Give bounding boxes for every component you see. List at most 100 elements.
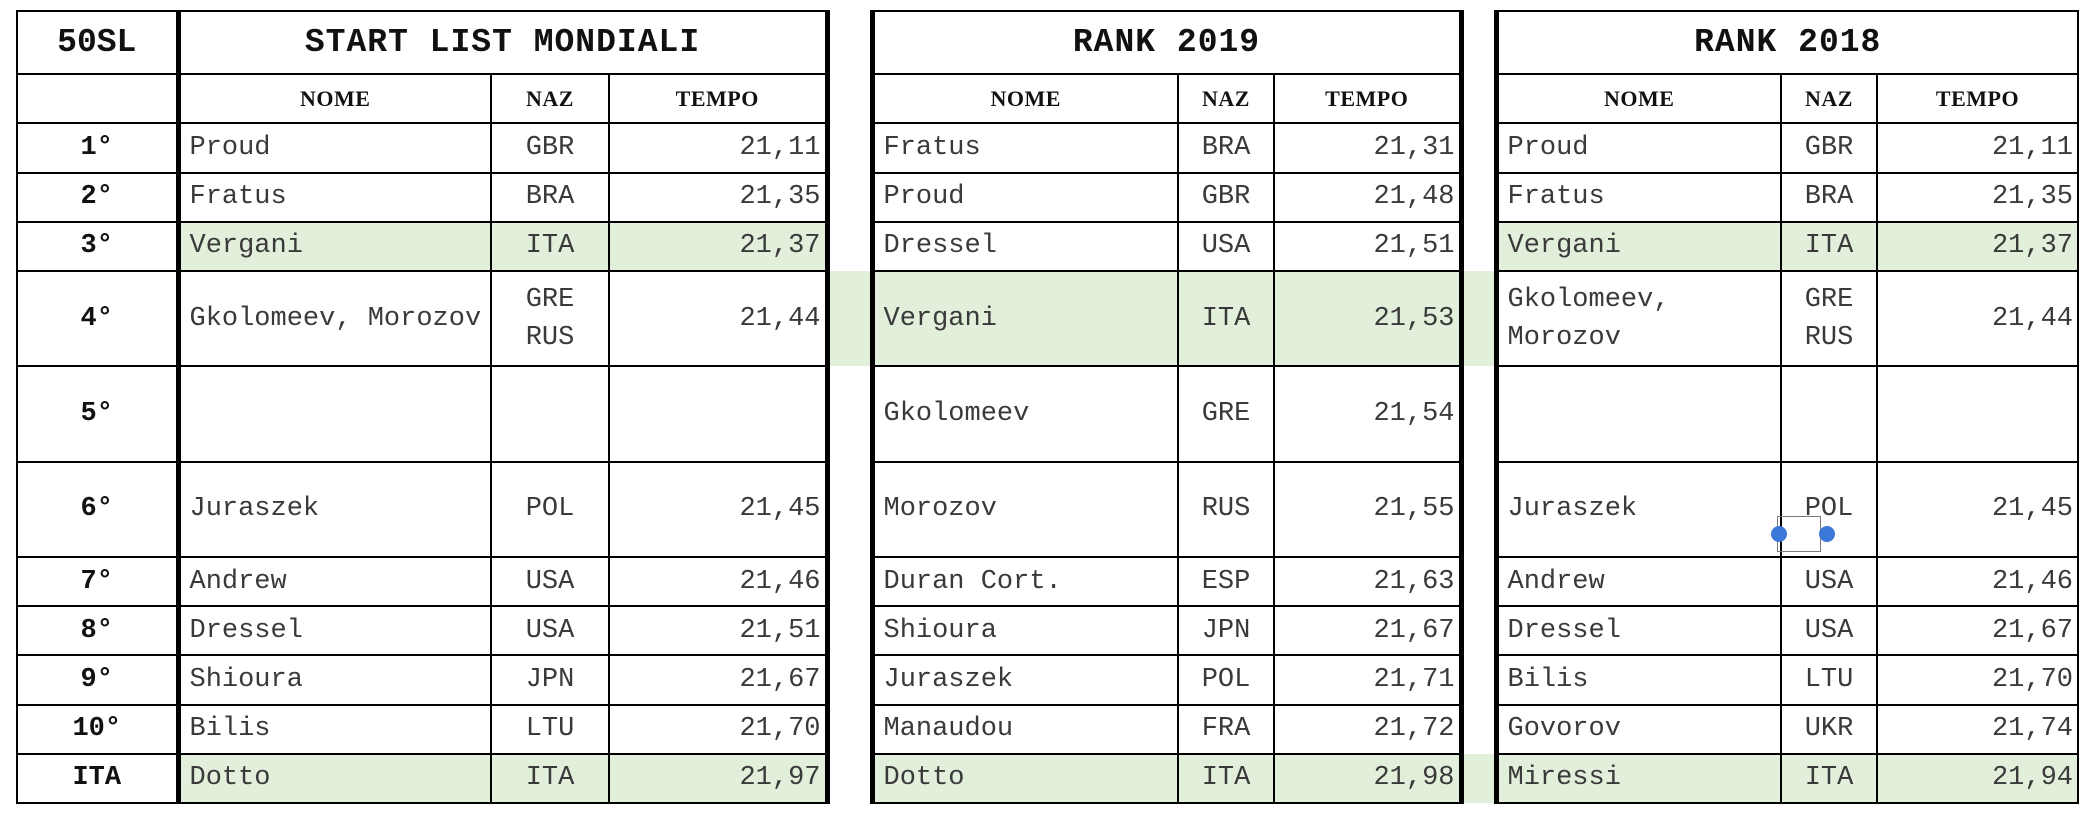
name-cell[interactable]: Gkolomeev, Morozov bbox=[1495, 269, 1782, 368]
time-cell[interactable]: 21,35 bbox=[608, 171, 828, 223]
name-cell[interactable]: Manaudou bbox=[871, 703, 1179, 755]
nation-cell[interactable]: ITA bbox=[1177, 269, 1275, 368]
name-cell[interactable]: Shioura bbox=[177, 654, 492, 706]
nation-cell[interactable]: JPN bbox=[1177, 605, 1275, 657]
time-cell[interactable]: 21,98 bbox=[1273, 752, 1462, 805]
name-cell[interactable]: Morozov bbox=[871, 460, 1179, 559]
name-cell[interactable]: Vergani bbox=[1495, 220, 1782, 272]
time-cell[interactable]: 21,46 bbox=[1876, 555, 2079, 608]
time-cell[interactable]: 21,97 bbox=[608, 752, 828, 805]
name-cell[interactable]: Vergani bbox=[177, 220, 492, 272]
nation-cell[interactable]: ITA bbox=[1780, 752, 1878, 805]
time-cell[interactable]: 21,67 bbox=[1876, 605, 2079, 657]
nation-cell[interactable]: FRA bbox=[1177, 703, 1275, 755]
nation-cell[interactable]: LTU bbox=[1780, 654, 1878, 706]
name-cell[interactable]: Proud bbox=[1495, 122, 1782, 174]
name-cell[interactable]: Bilis bbox=[177, 703, 492, 755]
resize-handle-icon[interactable] bbox=[1771, 526, 1787, 542]
resize-handle-icon[interactable] bbox=[1819, 526, 1835, 542]
time-cell[interactable]: 21,46 bbox=[608, 555, 828, 608]
time-cell[interactable]: 21,48 bbox=[1273, 171, 1462, 223]
name-cell[interactable]: Juraszek bbox=[177, 460, 492, 559]
nation-cell[interactable]: ITA bbox=[1177, 752, 1275, 805]
name-cell[interactable]: Fratus bbox=[177, 171, 492, 223]
name-cell[interactable]: Miressi bbox=[1495, 752, 1782, 805]
time-cell[interactable]: 21,37 bbox=[608, 220, 828, 272]
nation-cell[interactable]: POL bbox=[490, 460, 610, 559]
time-cell[interactable]: 21,51 bbox=[608, 605, 828, 657]
name-cell[interactable]: Andrew bbox=[177, 555, 492, 608]
nation-cell[interactable]: RUS bbox=[1177, 460, 1275, 559]
name-cell[interactable]: Proud bbox=[871, 171, 1179, 223]
name-cell[interactable] bbox=[177, 365, 492, 463]
time-cell[interactable]: 21,44 bbox=[1876, 269, 2079, 368]
name-cell[interactable]: Dressel bbox=[177, 605, 492, 657]
nation-cell[interactable]: BRA bbox=[1177, 122, 1275, 174]
name-cell[interactable]: Shioura bbox=[871, 605, 1179, 657]
name-cell[interactable]: Proud bbox=[177, 122, 492, 174]
name-cell[interactable]: Fratus bbox=[1495, 171, 1782, 223]
time-cell[interactable]: 21,31 bbox=[1273, 122, 1462, 174]
name-cell[interactable]: Gkolomeev bbox=[871, 365, 1179, 463]
nation-cell[interactable]: GRE RUS bbox=[1780, 269, 1878, 368]
name-cell[interactable]: Vergani bbox=[871, 269, 1179, 368]
nation-cell[interactable]: GBR bbox=[1780, 122, 1878, 174]
name-cell[interactable]: Duran Cort. bbox=[871, 555, 1179, 608]
name-cell[interactable]: Bilis bbox=[1495, 654, 1782, 706]
time-cell[interactable]: 21,71 bbox=[1273, 654, 1462, 706]
nation-cell[interactable]: USA bbox=[490, 555, 610, 608]
name-cell[interactable] bbox=[1495, 365, 1782, 463]
name-cell[interactable]: Juraszek bbox=[871, 654, 1179, 706]
time-cell[interactable]: 21,94 bbox=[1876, 752, 2079, 805]
nation-cell[interactable]: USA bbox=[1780, 555, 1878, 608]
time-cell[interactable]: 21,67 bbox=[1273, 605, 1462, 657]
nation-cell[interactable]: BRA bbox=[490, 171, 610, 223]
time-cell[interactable] bbox=[608, 365, 828, 463]
time-cell[interactable]: 21,44 bbox=[608, 269, 828, 368]
nation-cell[interactable]: LTU bbox=[490, 703, 610, 755]
nation-cell[interactable]: ESP bbox=[1177, 555, 1275, 608]
nation-cell[interactable]: ITA bbox=[490, 752, 610, 805]
time-cell[interactable]: 21,45 bbox=[608, 460, 828, 559]
time-cell[interactable]: 21,70 bbox=[608, 703, 828, 755]
name-cell[interactable]: Andrew bbox=[1495, 555, 1782, 608]
time-cell[interactable]: 21,45 bbox=[1876, 460, 2079, 559]
time-cell[interactable]: 21,35 bbox=[1876, 171, 2079, 223]
nation-cell[interactable]: UKR bbox=[1780, 703, 1878, 755]
name-cell[interactable]: Dressel bbox=[871, 220, 1179, 272]
nation-cell[interactable]: GBR bbox=[490, 122, 610, 174]
time-cell[interactable]: 21,72 bbox=[1273, 703, 1462, 755]
nation-cell[interactable]: ITA bbox=[1780, 220, 1878, 272]
nation-cell[interactable]: GRE RUS bbox=[490, 269, 610, 368]
nation-cell[interactable]: POL bbox=[1780, 460, 1878, 559]
name-cell[interactable]: Gkolomeev, Morozov bbox=[177, 269, 492, 368]
nation-cell[interactable]: GRE bbox=[1177, 365, 1275, 463]
nation-cell[interactable] bbox=[1780, 365, 1878, 463]
name-cell[interactable]: Juraszek bbox=[1495, 460, 1782, 559]
name-cell[interactable]: Dotto bbox=[871, 752, 1179, 805]
nation-cell[interactable]: USA bbox=[490, 605, 610, 657]
nation-cell[interactable]: GBR bbox=[1177, 171, 1275, 223]
selected-object[interactable] bbox=[1771, 515, 1835, 552]
time-cell[interactable]: 21,51 bbox=[1273, 220, 1462, 272]
time-cell[interactable]: 21,70 bbox=[1876, 654, 2079, 706]
nation-cell[interactable]: ITA bbox=[490, 220, 610, 272]
name-cell[interactable]: Govorov bbox=[1495, 703, 1782, 755]
name-cell[interactable]: Dressel bbox=[1495, 605, 1782, 657]
name-cell[interactable]: Fratus bbox=[871, 122, 1179, 174]
time-cell[interactable]: 21,37 bbox=[1876, 220, 2079, 272]
time-cell[interactable]: 21,55 bbox=[1273, 460, 1462, 559]
time-cell[interactable]: 21,54 bbox=[1273, 365, 1462, 463]
nation-cell[interactable]: JPN bbox=[490, 654, 610, 706]
name-cell[interactable]: Dotto bbox=[177, 752, 492, 805]
time-cell[interactable]: 21,67 bbox=[608, 654, 828, 706]
time-cell[interactable]: 21,74 bbox=[1876, 703, 2079, 755]
nation-cell[interactable] bbox=[490, 365, 610, 463]
time-cell[interactable]: 21,53 bbox=[1273, 269, 1462, 368]
nation-cell[interactable]: POL bbox=[1177, 654, 1275, 706]
nation-cell[interactable]: USA bbox=[1177, 220, 1275, 272]
time-cell[interactable]: 21,63 bbox=[1273, 555, 1462, 608]
time-cell[interactable]: 21,11 bbox=[608, 122, 828, 174]
nation-cell[interactable]: BRA bbox=[1780, 171, 1878, 223]
nation-cell[interactable]: USA bbox=[1780, 605, 1878, 657]
